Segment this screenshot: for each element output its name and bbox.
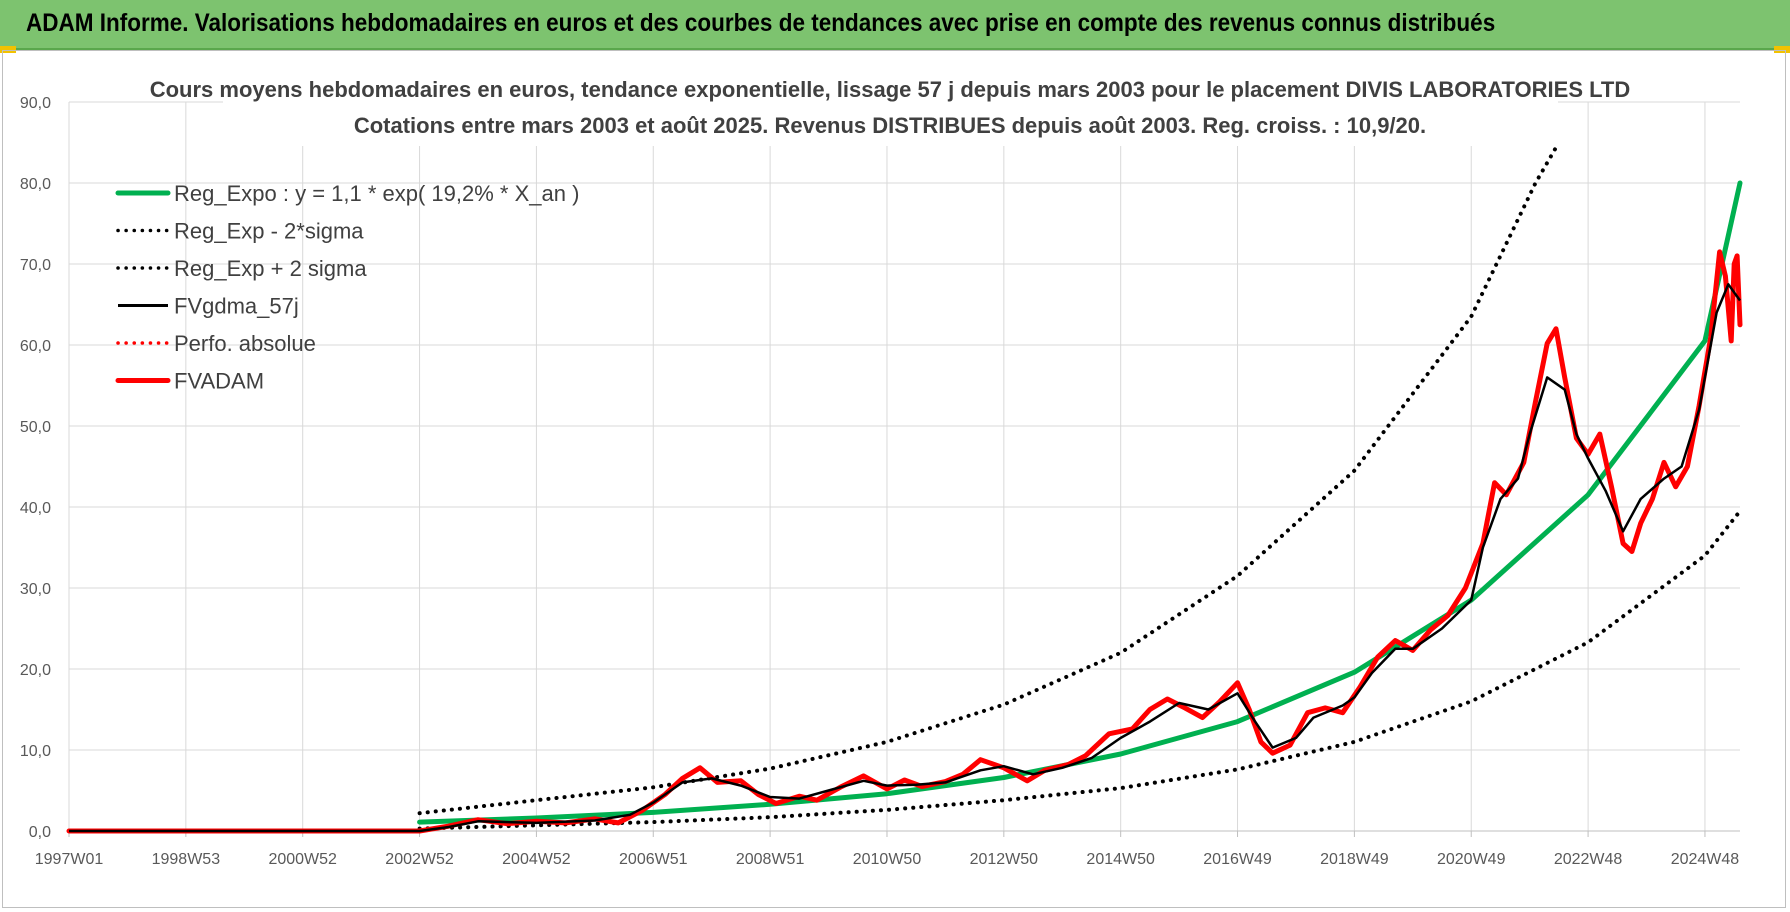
x-tick-label: 2018W49	[1320, 851, 1389, 868]
y-axis-labels: 0,0 10,0 20,0 30,0 40,0 50,0 60,0 70,0 80,0 90,0	[20, 95, 51, 841]
y-tick-label: 80,0	[20, 176, 51, 193]
x-tick-label: 2012W50	[970, 851, 1039, 868]
x-tick-label: 2000W52	[268, 851, 337, 868]
x-tick-label: 2022W48	[1554, 851, 1623, 868]
y-tick-label: 70,0	[20, 257, 51, 274]
corner-marker	[1774, 46, 1790, 53]
chart-title-line2: Cotations entre mars 2003 et août 2025. …	[354, 113, 1426, 138]
x-tick-label: 2014W50	[1086, 851, 1155, 868]
series-line-reg_minus	[417, 509, 1742, 831]
chart-grid	[68, 101, 1740, 837]
x-tick-label: 2020W49	[1437, 851, 1506, 868]
series-line-fvgdma	[69, 283, 1742, 833]
series-line-reg_expo	[417, 180, 1743, 825]
chart-title-background	[223, 72, 1558, 146]
chart-frame	[2, 50, 1786, 908]
report-title: ADAM Informe. Valorisations hebdomadaire…	[26, 9, 1496, 37]
x-tick-label: 2016W49	[1203, 851, 1272, 868]
legend-label-perfo: Perfo. absolue	[174, 331, 316, 356]
legend-label-reg_expo: Reg_Expo : y = 1,1 * exp( 19,2% * X_an )	[174, 181, 579, 206]
x-tick-label: 2008W51	[736, 851, 805, 868]
y-tick-label: 0,0	[29, 824, 51, 841]
y-tick-label: 10,0	[20, 743, 51, 760]
y-tick-label: 90,0	[20, 95, 51, 112]
x-tick-label: 2002W52	[385, 851, 454, 868]
y-tick-label: 60,0	[20, 338, 51, 355]
y-tick-label: 20,0	[20, 662, 51, 679]
y-tick-label: 40,0	[20, 500, 51, 517]
chart-title-line1: Cours moyens hebdomadaires en euros, ten…	[150, 77, 1631, 102]
legend-label-reg_plus: Reg_Exp + 2 sigma	[174, 256, 367, 281]
legend-label-reg_minus: Reg_Exp - 2*sigma	[174, 219, 364, 244]
y-tick-label: 50,0	[20, 419, 51, 436]
chart-series	[66, 140, 1743, 834]
chart-legend: Reg_Expo : y = 1,1 * exp( 19,2% * X_an )…	[115, 181, 579, 394]
series-line-reg_plus	[417, 140, 1561, 816]
x-tick-label: 2004W52	[502, 851, 571, 868]
x-tick-label: 1997W01	[35, 851, 104, 868]
x-tick-label: 2010W50	[853, 851, 922, 868]
legend-label-fvadam: FVADAM	[174, 369, 264, 394]
legend-label-fvgdma: FVgdma_57j	[174, 294, 299, 319]
y-tick-label: 30,0	[20, 581, 51, 598]
corner-marker	[0, 46, 16, 53]
x-axis-labels: 1997W01 1998W53 2000W52 2002W52 2004W52 2006W…	[35, 851, 1740, 868]
x-tick-label: 2006W51	[619, 851, 688, 868]
report-banner: ADAM Informe. Valorisations hebdomadaire…	[0, 0, 1790, 50]
x-tick-label: 1998W53	[152, 851, 221, 868]
series-line-fvadam	[66, 249, 1743, 834]
x-tick-label: 2024W48	[1671, 851, 1740, 868]
